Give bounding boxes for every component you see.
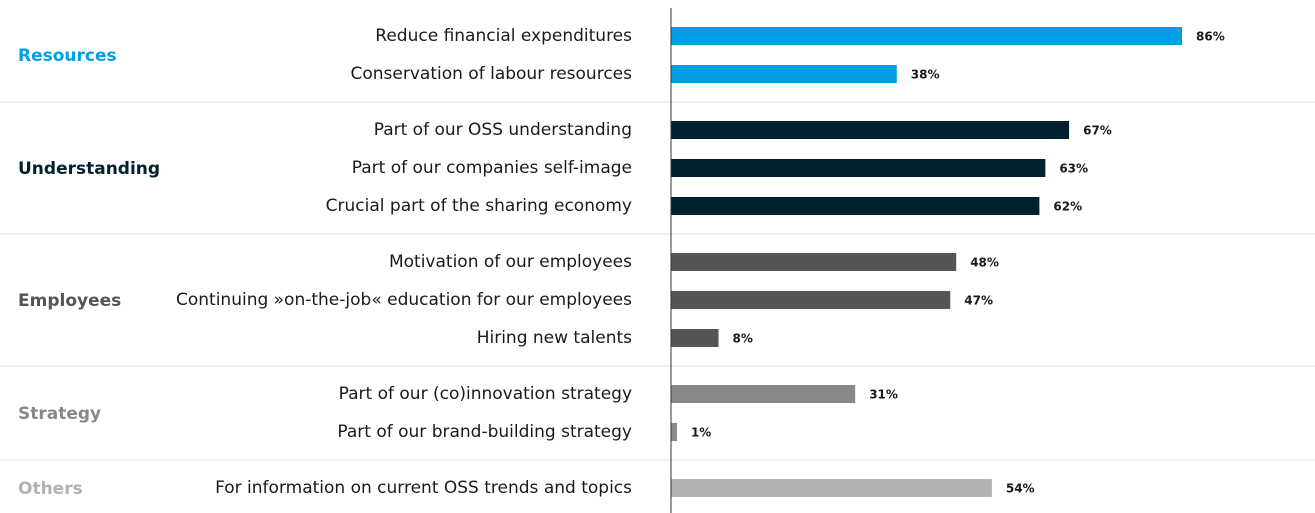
group-label: Others: [18, 479, 83, 499]
category-label: Conservation of labour resources: [351, 64, 633, 84]
bar: [671, 197, 1040, 215]
category-label: Motivation of our employees: [389, 252, 632, 272]
value-label: 48%: [970, 256, 999, 270]
category-label: Continuing »on-the-job« education for ou…: [176, 290, 632, 310]
bar: [671, 385, 856, 403]
bar: [671, 65, 897, 83]
value-label: 1%: [691, 426, 711, 440]
bar: [671, 479, 992, 497]
bar: [671, 423, 677, 441]
category-label: Part of our companies self-image: [352, 158, 632, 178]
group-label: Resources: [18, 46, 117, 66]
category-label: Part of our OSS understanding: [374, 120, 632, 140]
group-label: Strategy: [18, 404, 101, 424]
bar: [671, 159, 1046, 177]
category-label: Reduce financial expenditures: [375, 26, 632, 46]
bar: [671, 291, 951, 309]
category-label: For information on current OSS trends an…: [215, 478, 632, 498]
category-label: Hiring new talents: [477, 328, 632, 348]
bar: [671, 253, 957, 271]
group-label: Employees: [18, 291, 121, 311]
category-label: Crucial part of the sharing economy: [326, 196, 632, 216]
value-label: 47%: [964, 294, 993, 308]
value-label: 62%: [1053, 200, 1082, 214]
bar: [671, 329, 719, 347]
value-label: 54%: [1006, 482, 1035, 496]
bar: [671, 121, 1070, 139]
group-label: Understanding: [18, 159, 160, 179]
value-label: 31%: [869, 388, 898, 402]
bar: [671, 27, 1182, 45]
category-label: Part of our brand-building strategy: [337, 422, 632, 442]
category-label: Part of our (co)innovation strategy: [339, 384, 632, 404]
value-label: 63%: [1059, 162, 1088, 176]
value-label: 86%: [1196, 30, 1225, 44]
value-label: 8%: [733, 332, 753, 346]
value-label: 67%: [1083, 124, 1112, 138]
value-label: 38%: [911, 68, 940, 82]
